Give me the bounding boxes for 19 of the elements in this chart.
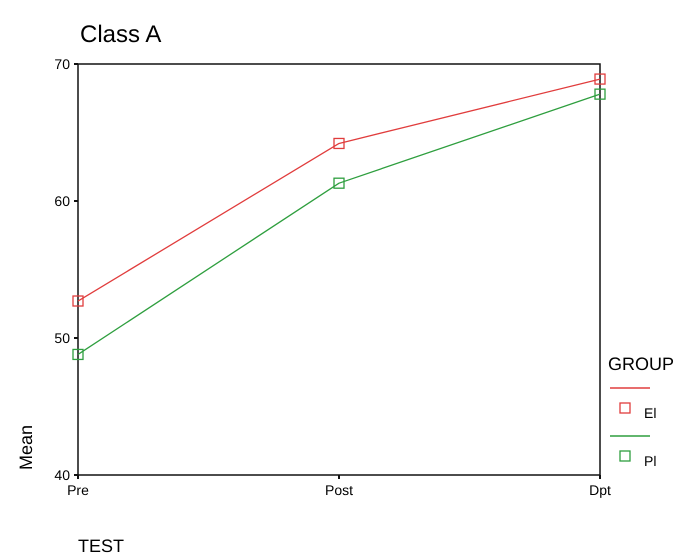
x-tick-label: Post [324,482,354,498]
point [72,295,84,307]
x-axis-title: TEST [78,536,124,556]
y-tick-label: 50 [54,330,70,346]
point [333,178,345,189]
legend-label: Pl [644,453,656,469]
chart-title: Class A [80,21,162,48]
point [594,88,606,100]
point [333,138,345,150]
x-tick-label: Pre [67,482,90,498]
point [594,73,606,85]
y-tick-label: 40 [54,466,70,483]
legend-title: GROUP [608,354,674,374]
x-tick-label: Dpt [589,482,611,498]
legend-label: El [644,405,656,421]
y-tick-label: 70 [54,56,70,72]
point [72,348,84,360]
y-tick-label: 60 [54,192,70,209]
y-axis-title: Mean [16,424,36,470]
